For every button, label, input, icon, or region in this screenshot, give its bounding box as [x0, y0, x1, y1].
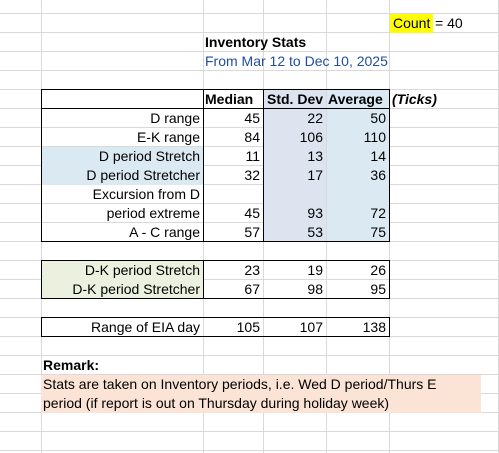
std-dev-value[interactable]: 107 — [299, 319, 323, 335]
average-value[interactable]: 36 — [370, 167, 386, 183]
row-label[interactable]: period extreme — [106, 205, 200, 221]
median-value[interactable]: 57 — [244, 224, 260, 240]
std-dev-value[interactable]: 93 — [307, 205, 323, 221]
std-dev-value[interactable]: 17 — [307, 167, 323, 183]
remark-box — [41, 375, 481, 413]
count-value-cell[interactable]: = 40 — [433, 14, 493, 33]
std-dev-value[interactable]: 13 — [307, 148, 323, 164]
std-dev-value[interactable]: 98 — [307, 281, 323, 297]
row-label[interactable]: D-K period Stretch — [84, 262, 200, 278]
average-value[interactable]: 14 — [370, 148, 386, 164]
average-value[interactable]: 95 — [370, 281, 386, 297]
row-label[interactable]: D-K period Stretcher — [72, 281, 200, 297]
row-label[interactable]: A - C range — [129, 224, 200, 240]
average-value[interactable]: 110 — [363, 129, 386, 145]
row-label[interactable]: D range — [150, 110, 200, 126]
average-value[interactable]: 50 — [370, 110, 386, 126]
std-dev-value[interactable]: 53 — [307, 224, 323, 240]
column-header-std-dev[interactable]: Std. Dev — [264, 90, 326, 109]
row-label[interactable]: Range of EIA day — [91, 319, 200, 335]
average-value[interactable]: 72 — [370, 205, 386, 221]
remark-title[interactable]: Remark: — [43, 357, 100, 373]
median-value[interactable]: 45 — [244, 205, 260, 221]
median-value[interactable]: 45 — [244, 110, 260, 126]
median-value[interactable]: 32 — [244, 167, 260, 183]
median-value[interactable]: 11 — [245, 148, 260, 164]
remark-line-2[interactable]: period (if report is out on Thursday dur… — [43, 395, 390, 411]
column-header-median[interactable]: Median — [205, 91, 254, 107]
average-value[interactable]: 75 — [370, 224, 386, 240]
count-value: = 40 — [435, 15, 463, 31]
column-header-average[interactable]: Average — [327, 90, 389, 109]
median-value[interactable]: 84 — [244, 129, 260, 145]
remark-line-1[interactable]: Stats are taken on Inventory periods, i.… — [43, 376, 437, 392]
average-value[interactable]: 26 — [370, 262, 386, 278]
page-title[interactable]: Inventory Stats — [205, 34, 307, 50]
row-label[interactable]: E-K range — [136, 129, 200, 145]
std-dev-value[interactable]: 106 — [299, 129, 323, 145]
average-value[interactable]: 138 — [362, 319, 386, 335]
median-value[interactable]: 23 — [244, 262, 260, 278]
row-label[interactable]: D period Stretch — [98, 148, 200, 164]
date-range[interactable]: From Mar 12 to Dec 10, 2025 — [205, 53, 388, 69]
std-dev-value[interactable]: 19 — [307, 262, 323, 278]
row-label[interactable]: D period Stretcher — [86, 167, 200, 183]
count-label: Count — [393, 15, 431, 31]
std-dev-value[interactable]: 22 — [307, 110, 323, 126]
row-label[interactable]: Excursion from D — [92, 186, 200, 202]
count-label-cell[interactable]: Count — [390, 14, 433, 33]
median-value[interactable]: 67 — [244, 281, 260, 297]
median-value[interactable]: 105 — [236, 319, 260, 335]
unit-label[interactable]: (Ticks) — [392, 91, 437, 107]
